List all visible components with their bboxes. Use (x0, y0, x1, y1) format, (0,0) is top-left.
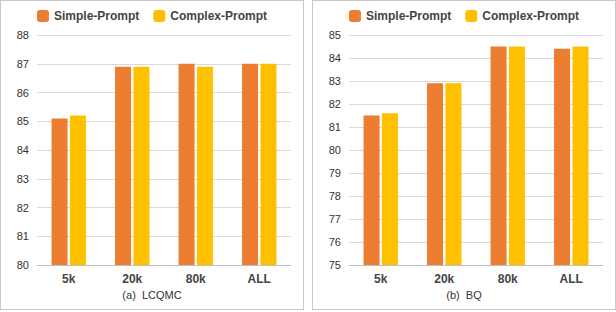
svg-text:ALL: ALL (248, 272, 271, 286)
svg-text:82: 82 (329, 98, 341, 110)
svg-text:80k: 80k (498, 272, 518, 286)
svg-text:20k: 20k (122, 272, 142, 286)
svg-text:84: 84 (17, 144, 29, 156)
svg-text:(a) LCQMC: (a) LCQMC (122, 289, 181, 301)
svg-text:83: 83 (329, 75, 341, 87)
svg-text:80: 80 (329, 144, 341, 156)
svg-text:ALL: ALL (560, 272, 583, 286)
svg-text:5k: 5k (374, 272, 388, 286)
svg-text:Complex-Prompt: Complex-Prompt (170, 9, 267, 23)
svg-text:81: 81 (329, 121, 341, 133)
svg-text:85: 85 (329, 29, 341, 41)
svg-text:75: 75 (329, 259, 341, 271)
svg-text:Complex-Prompt: Complex-Prompt (482, 9, 579, 23)
svg-text:85: 85 (17, 115, 29, 127)
svg-text:77: 77 (329, 213, 341, 225)
svg-text:81: 81 (17, 230, 29, 242)
svg-text:86: 86 (17, 87, 29, 99)
svg-text:5k: 5k (62, 272, 76, 286)
svg-text:84: 84 (329, 52, 341, 64)
svg-text:79: 79 (329, 167, 341, 179)
svg-text:Simple-Prompt: Simple-Prompt (54, 9, 139, 23)
svg-text:83: 83 (17, 173, 29, 185)
svg-text:Simple-Prompt: Simple-Prompt (366, 9, 451, 23)
svg-text:20k: 20k (434, 272, 454, 286)
svg-text:88: 88 (17, 29, 29, 41)
svg-text:76: 76 (329, 236, 341, 248)
svg-text:87: 87 (17, 58, 29, 70)
svg-text:80k: 80k (186, 272, 206, 286)
svg-text:80: 80 (17, 259, 29, 271)
svg-text:(b) BQ: (b) BQ (446, 289, 482, 301)
svg-text:82: 82 (17, 202, 29, 214)
svg-text:78: 78 (329, 190, 341, 202)
